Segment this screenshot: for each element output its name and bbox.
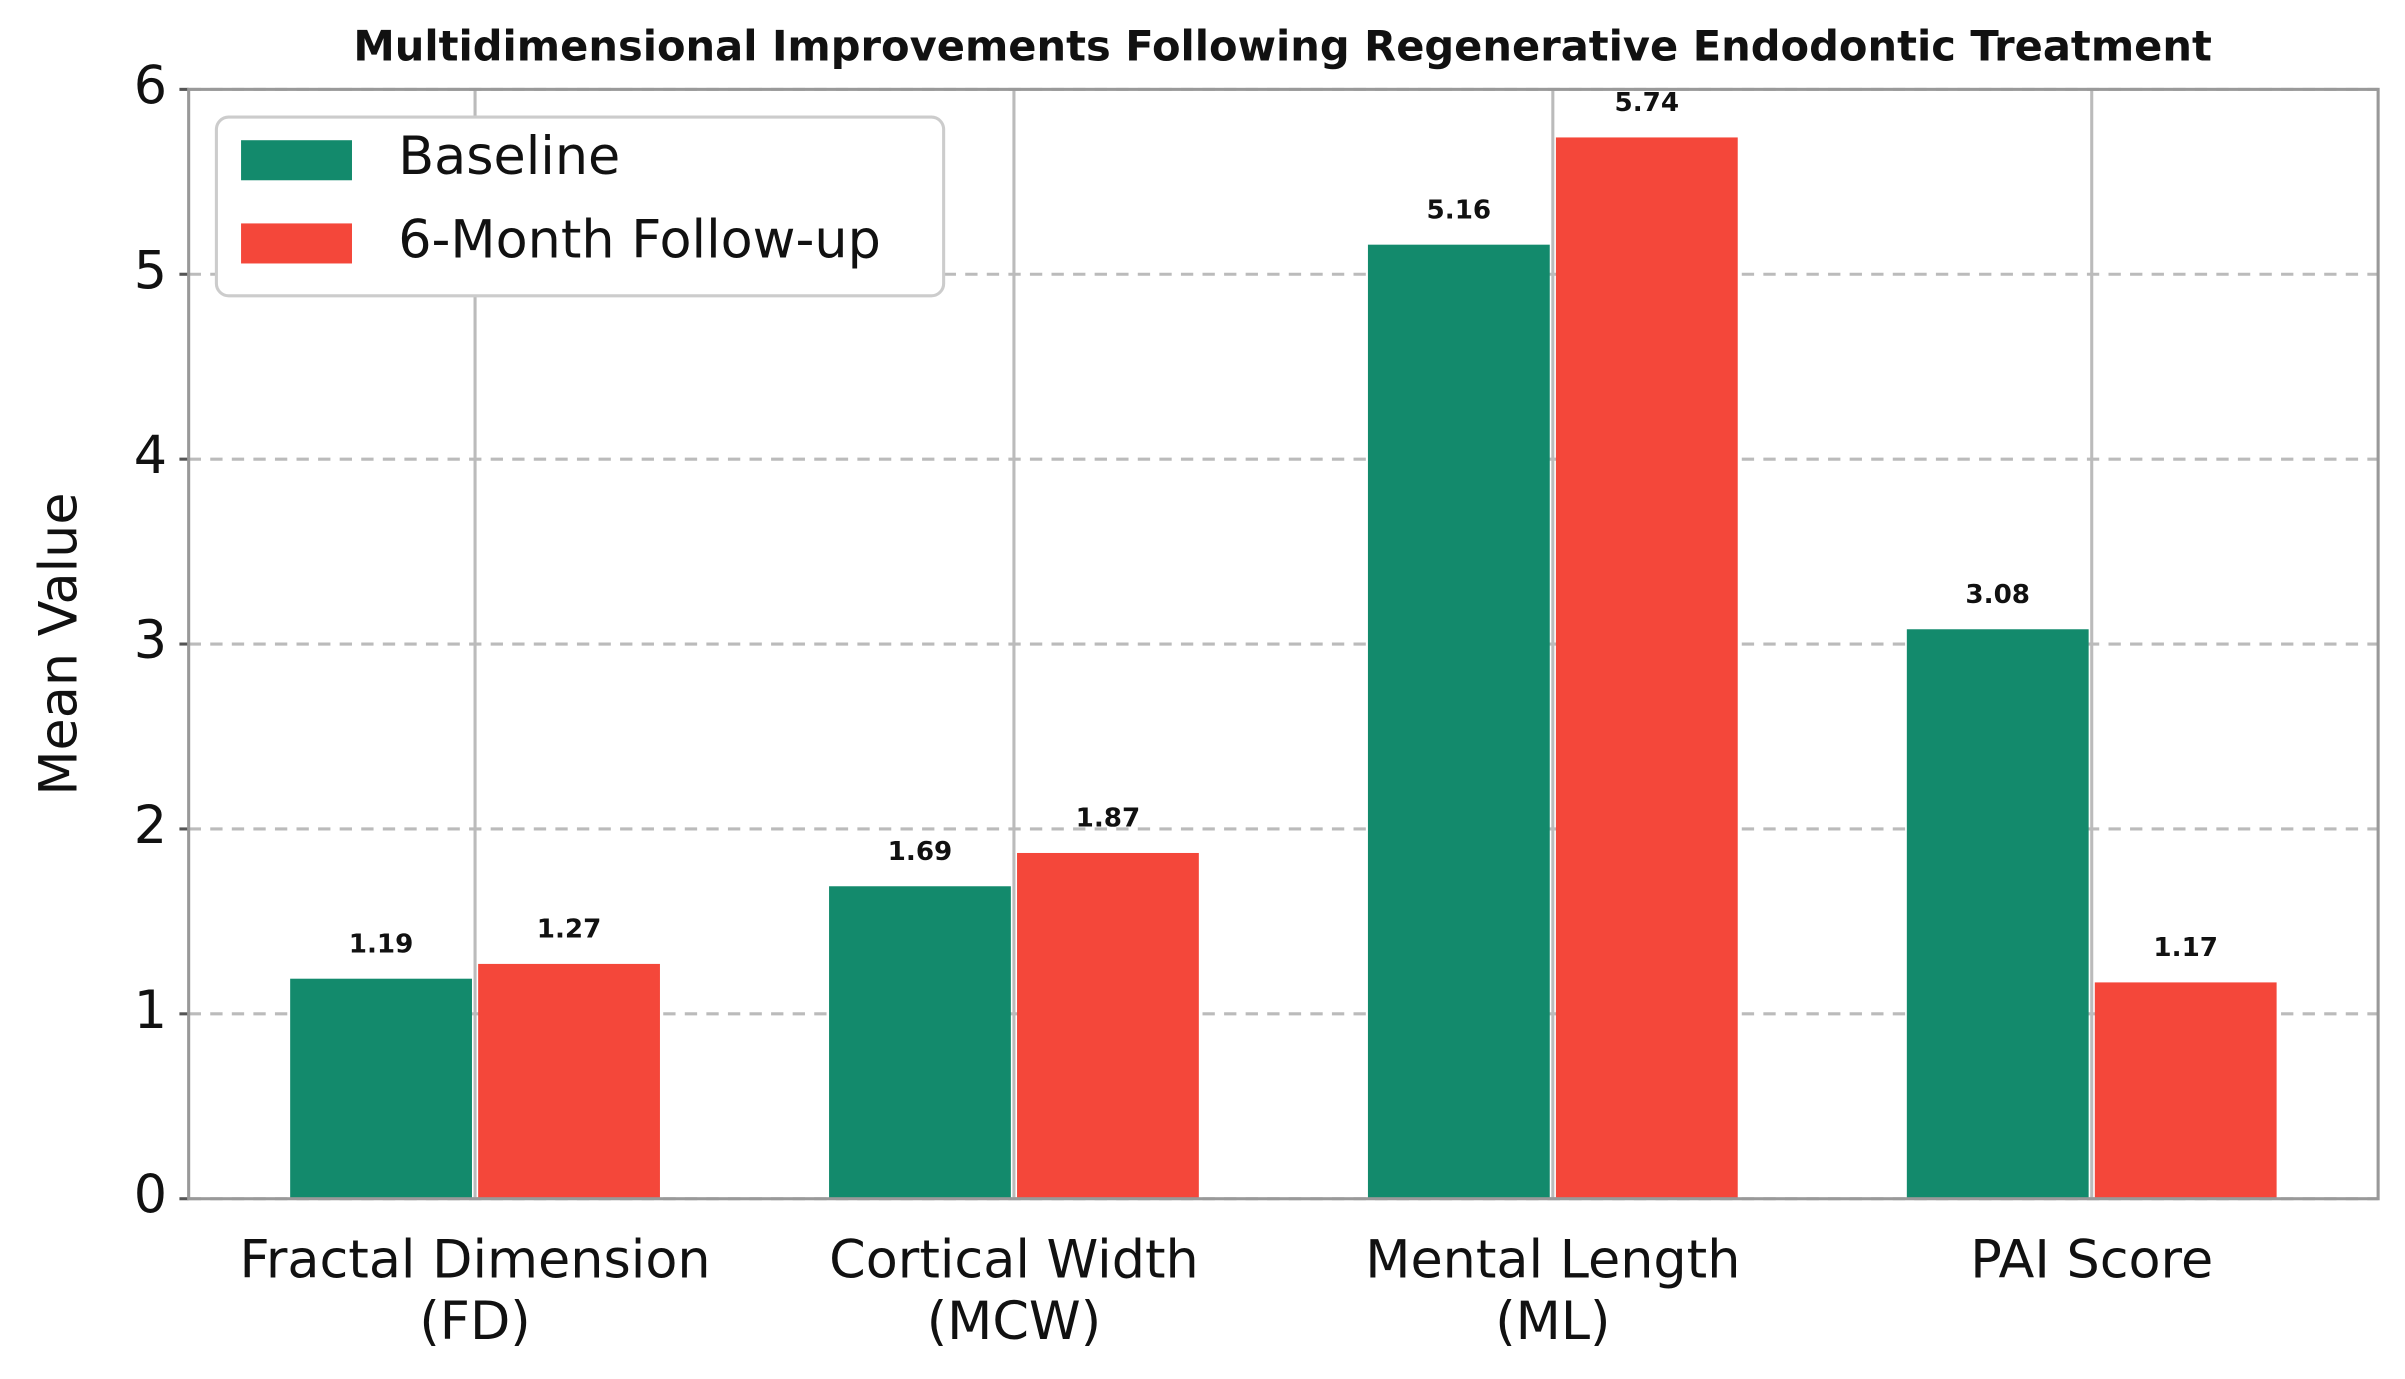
value-label: 1.17 bbox=[2153, 933, 2218, 963]
chart-title: Multidimensional Improvements Following … bbox=[353, 21, 2212, 70]
value-label: 5.74 bbox=[1615, 88, 1680, 118]
value-label: 1.19 bbox=[349, 929, 414, 959]
y-tick-label: 2 bbox=[134, 795, 167, 856]
x-tick-label-box: Mental Length (ML) bbox=[1365, 1229, 1741, 1353]
y-tick-label: 4 bbox=[134, 425, 167, 486]
value-label: 3.08 bbox=[1965, 580, 2030, 610]
x-tick-label-box: PAI Score bbox=[1970, 1229, 2214, 1292]
bar bbox=[290, 978, 472, 1199]
bar bbox=[829, 886, 1011, 1199]
bar bbox=[1367, 244, 1550, 1199]
value-label: 1.69 bbox=[888, 837, 953, 867]
legend-swatch bbox=[241, 223, 352, 264]
x-tick-label: Cortical Width (MCW) bbox=[829, 1229, 1199, 1353]
bar bbox=[1555, 137, 1738, 1199]
x-tick-label-box: Cortical Width (MCW) bbox=[829, 1229, 1199, 1353]
x-tick-label: Fractal Dimension (FD) bbox=[239, 1229, 711, 1353]
value-label: 5.16 bbox=[1427, 195, 1492, 225]
y-tick-label: 1 bbox=[134, 980, 167, 1041]
legend-frame bbox=[214, 115, 946, 298]
y-tick-label: 6 bbox=[134, 55, 167, 116]
legend: Baseline 6-Month Follow-up bbox=[214, 115, 946, 298]
y-tick-label: 3 bbox=[134, 610, 167, 671]
bars: 1.19 1.27 1.69 1.87 5.16 5.74 3.08 1.17 bbox=[290, 88, 2277, 1199]
y-tick-label: 0 bbox=[134, 1165, 167, 1226]
value-label: 1.87 bbox=[1076, 804, 1141, 834]
x-tick-label-box: Fractal Dimension (FD) bbox=[239, 1229, 711, 1353]
plot-frame bbox=[187, 87, 2380, 1201]
legend-label: Baseline bbox=[398, 126, 620, 187]
bar bbox=[1017, 852, 1199, 1199]
bar bbox=[1906, 629, 2089, 1199]
bar bbox=[478, 963, 660, 1199]
x-tick-label: PAI Score bbox=[1970, 1229, 2214, 1292]
x-tick-label: Mental Length (ML) bbox=[1365, 1229, 1741, 1353]
y-tick-label: 5 bbox=[134, 240, 167, 301]
bar bbox=[2094, 982, 2277, 1199]
value-label: 1.27 bbox=[537, 915, 602, 945]
legend-label: 6-Month Follow-up bbox=[398, 209, 881, 270]
legend-swatch bbox=[241, 140, 352, 181]
y-axis-label: Mean Value bbox=[28, 492, 89, 795]
